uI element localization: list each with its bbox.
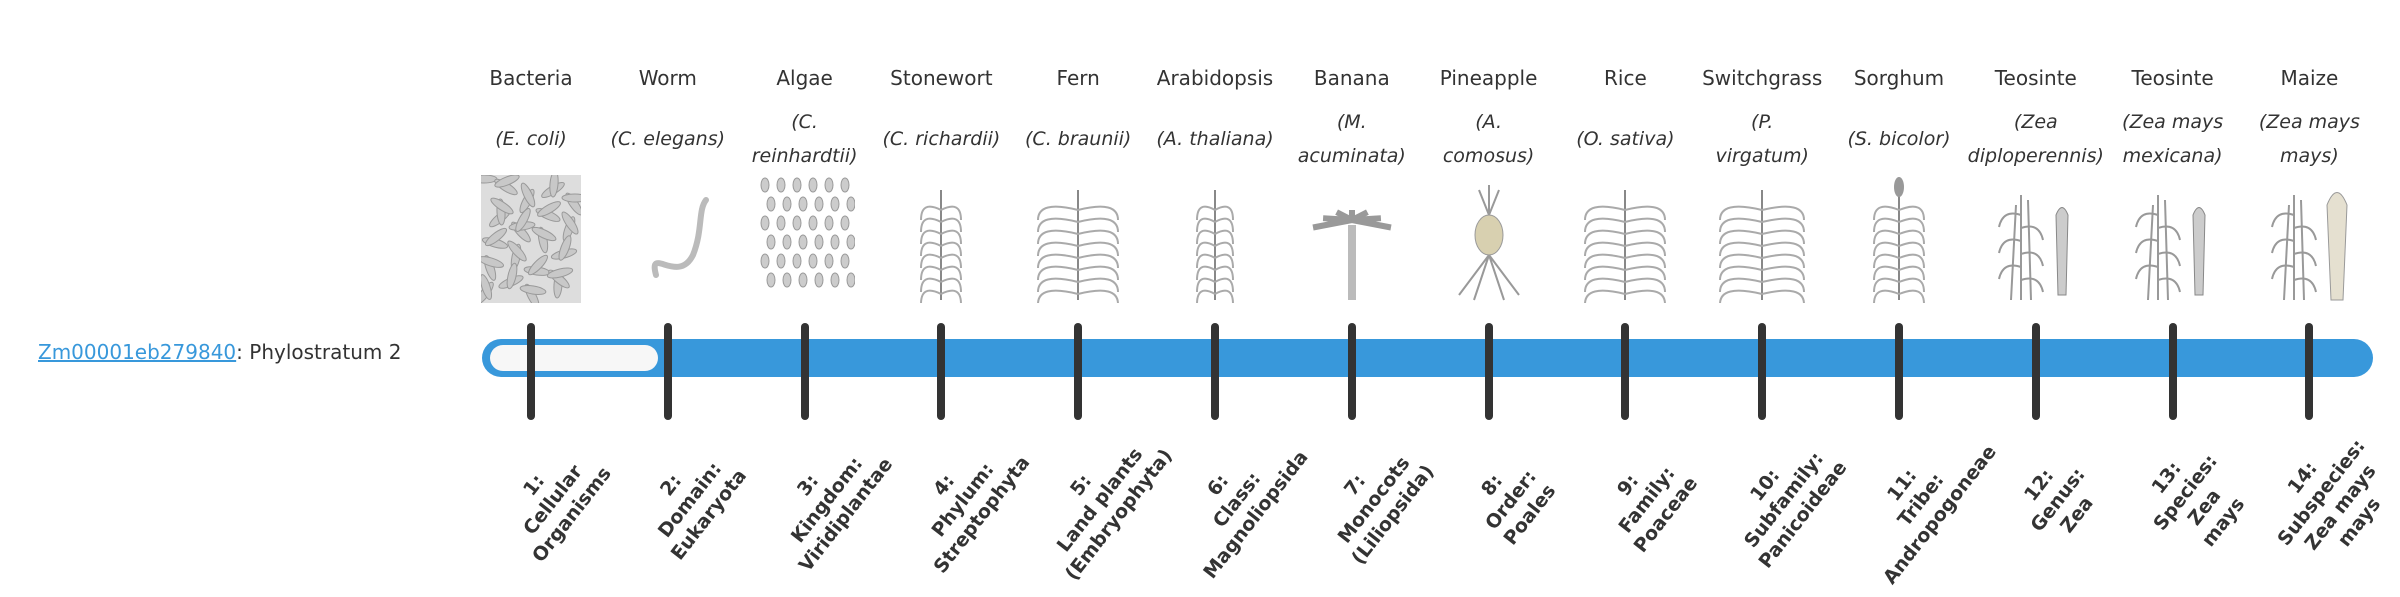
latin-name-line: acuminata) <box>1297 145 1406 167</box>
latin-name-line: (C. richardii) <box>882 128 1001 150</box>
common-name: Fern <box>1056 66 1100 90</box>
stratum-label: 5: Land plants (Embryophyta) <box>1019 411 1180 589</box>
common-name: Bacteria <box>489 66 573 90</box>
latin-name: (C. reinhardtii) <box>730 104 880 174</box>
stratum-label: 7: Monocots (Liliopsida) <box>1293 411 1454 589</box>
latin-name: (A. thaliana) <box>1140 104 1290 174</box>
common-name: Stonewort <box>890 66 993 90</box>
latin-name: (P. virgatum) <box>1687 104 1837 174</box>
latin-name: (S. bicolor) <box>1824 104 1974 174</box>
stratum-tick <box>2031 323 2040 420</box>
stratum-label: 6: Class: Magnoliopsida <box>1156 411 1317 589</box>
latin-name-line: (Zea mays <box>2258 111 2360 133</box>
stratum-tick <box>1347 323 1356 420</box>
stratum-tick <box>937 323 946 420</box>
stratum-tick <box>1074 323 1083 420</box>
latin-name-line: mays) <box>2280 145 2339 167</box>
stratum-label: 14: Subspecies: Zea mays mays <box>2241 403 2400 596</box>
gene-label: Zm00001eb279840: Phylostratum 2 <box>38 340 401 364</box>
latin-name-line: (Zea mays <box>2122 111 2224 133</box>
stratum-label: 2: Domain: Eukaryota <box>609 411 770 589</box>
phylostratum-text: : Phylostratum 2 <box>236 340 402 364</box>
latin-name: (C. richardii) <box>866 104 1016 174</box>
bacteria-icon <box>470 170 589 309</box>
fern-icon <box>1028 175 1128 305</box>
stratum-label: 3: Kingdom: Viridiplantae <box>746 411 907 589</box>
latin-name-line: mexicana) <box>2122 145 2223 167</box>
stratum-tick <box>1621 323 1630 420</box>
stratum-tick <box>800 323 809 420</box>
stratum-label: 13: Species: Zea mays <box>2104 403 2284 596</box>
stratum-label: 9: Family: Poaceae <box>1567 411 1728 589</box>
stratum-tick <box>2168 323 2177 420</box>
phylostratum-fill <box>490 345 658 371</box>
latin-name-line: (E. coli) <box>495 128 567 150</box>
latin-name-line: (O. sativa) <box>1576 128 1675 150</box>
latin-name-line: reinhardtii) <box>751 145 858 167</box>
latin-name-line: (M. <box>1336 111 1367 133</box>
stratum-label: 4: Phylum: Streptophyta <box>883 411 1044 589</box>
common-name: Pineapple <box>1439 66 1538 90</box>
arabidopsis-icon <box>1165 175 1265 305</box>
rice-icon <box>1575 175 1675 305</box>
common-name: Rice <box>1604 66 1647 90</box>
common-name: Maize <box>2280 66 2339 90</box>
stonewort-icon <box>891 175 991 305</box>
common-name: Banana <box>1313 66 1390 90</box>
worm-icon <box>618 175 718 303</box>
stratum-label: 8: Order: Poales <box>1430 411 1591 589</box>
latin-name-line: (C. braunii) <box>1025 128 1132 150</box>
stratum-tick <box>1484 323 1493 420</box>
latin-name-line: (C. elegans) <box>610 128 726 150</box>
pineapple-icon <box>1439 175 1539 303</box>
latin-name-line: diploperennis) <box>1967 145 2104 167</box>
latin-name: (O. sativa) <box>1550 104 1700 174</box>
latin-name: (M. acuminata) <box>1277 104 1427 174</box>
teosinte-icon <box>2123 175 2223 303</box>
stratum-label: 12: Genus: Zea <box>1977 411 2138 589</box>
common-name: Switchgrass <box>1702 66 1823 90</box>
stratum-tick <box>663 323 672 420</box>
sorghum-icon <box>1849 175 1949 305</box>
latin-name-line: comosus) <box>1442 145 1535 167</box>
stratum-label: 1: Cellular Organisms <box>472 411 633 589</box>
latin-name-line: (P. <box>1751 111 1774 133</box>
common-name: Sorghum <box>1853 66 1945 90</box>
switchgrass-icon <box>1712 175 1812 305</box>
stratum-label: 10: Subfamily: Panicoideae <box>1703 411 1864 589</box>
latin-name-line: (A. <box>1475 111 1502 133</box>
latin-name: (Zea mays mexicana) <box>2098 104 2248 174</box>
stratum-tick <box>2305 323 2314 420</box>
latin-name-line: (Zea <box>2013 111 2058 133</box>
latin-name: (E. coli) <box>456 104 606 174</box>
latin-name: (C. braunii) <box>1003 104 1153 174</box>
phylostratum-bar <box>482 339 2373 377</box>
stratum-tick <box>527 323 535 420</box>
common-name: Teosinte <box>1994 66 2077 90</box>
banana-icon <box>1302 175 1402 303</box>
maize-icon <box>2259 175 2359 303</box>
common-name: Algae <box>776 66 833 90</box>
stratum-label: 11: Tribe: Andropogoneae <box>1840 411 2001 589</box>
common-name: Arabidopsis <box>1156 66 1274 90</box>
common-name: Teosinte <box>2131 66 2214 90</box>
common-name: Worm <box>638 66 697 90</box>
latin-name: (Zea diploperennis) <box>1961 104 2111 174</box>
algae-icon <box>755 175 856 303</box>
latin-name: (C. elegans) <box>593 104 743 174</box>
stratum-tick <box>1758 323 1767 420</box>
latin-name-line: (C. <box>791 111 818 133</box>
stratum-tick <box>1211 323 1219 420</box>
teosinte-icon <box>1986 175 2086 303</box>
latin-name-line: (A. thaliana) <box>1156 128 1274 150</box>
gene-id-link[interactable]: Zm00001eb279840 <box>38 340 237 364</box>
latin-name: (Zea mays mays) <box>2234 104 2384 174</box>
latin-name-line: virgatum) <box>1715 145 1809 167</box>
stratum-tick <box>1895 323 1903 420</box>
latin-name: (A. comosus) <box>1414 104 1564 174</box>
latin-name-line: (S. bicolor) <box>1847 128 1951 150</box>
